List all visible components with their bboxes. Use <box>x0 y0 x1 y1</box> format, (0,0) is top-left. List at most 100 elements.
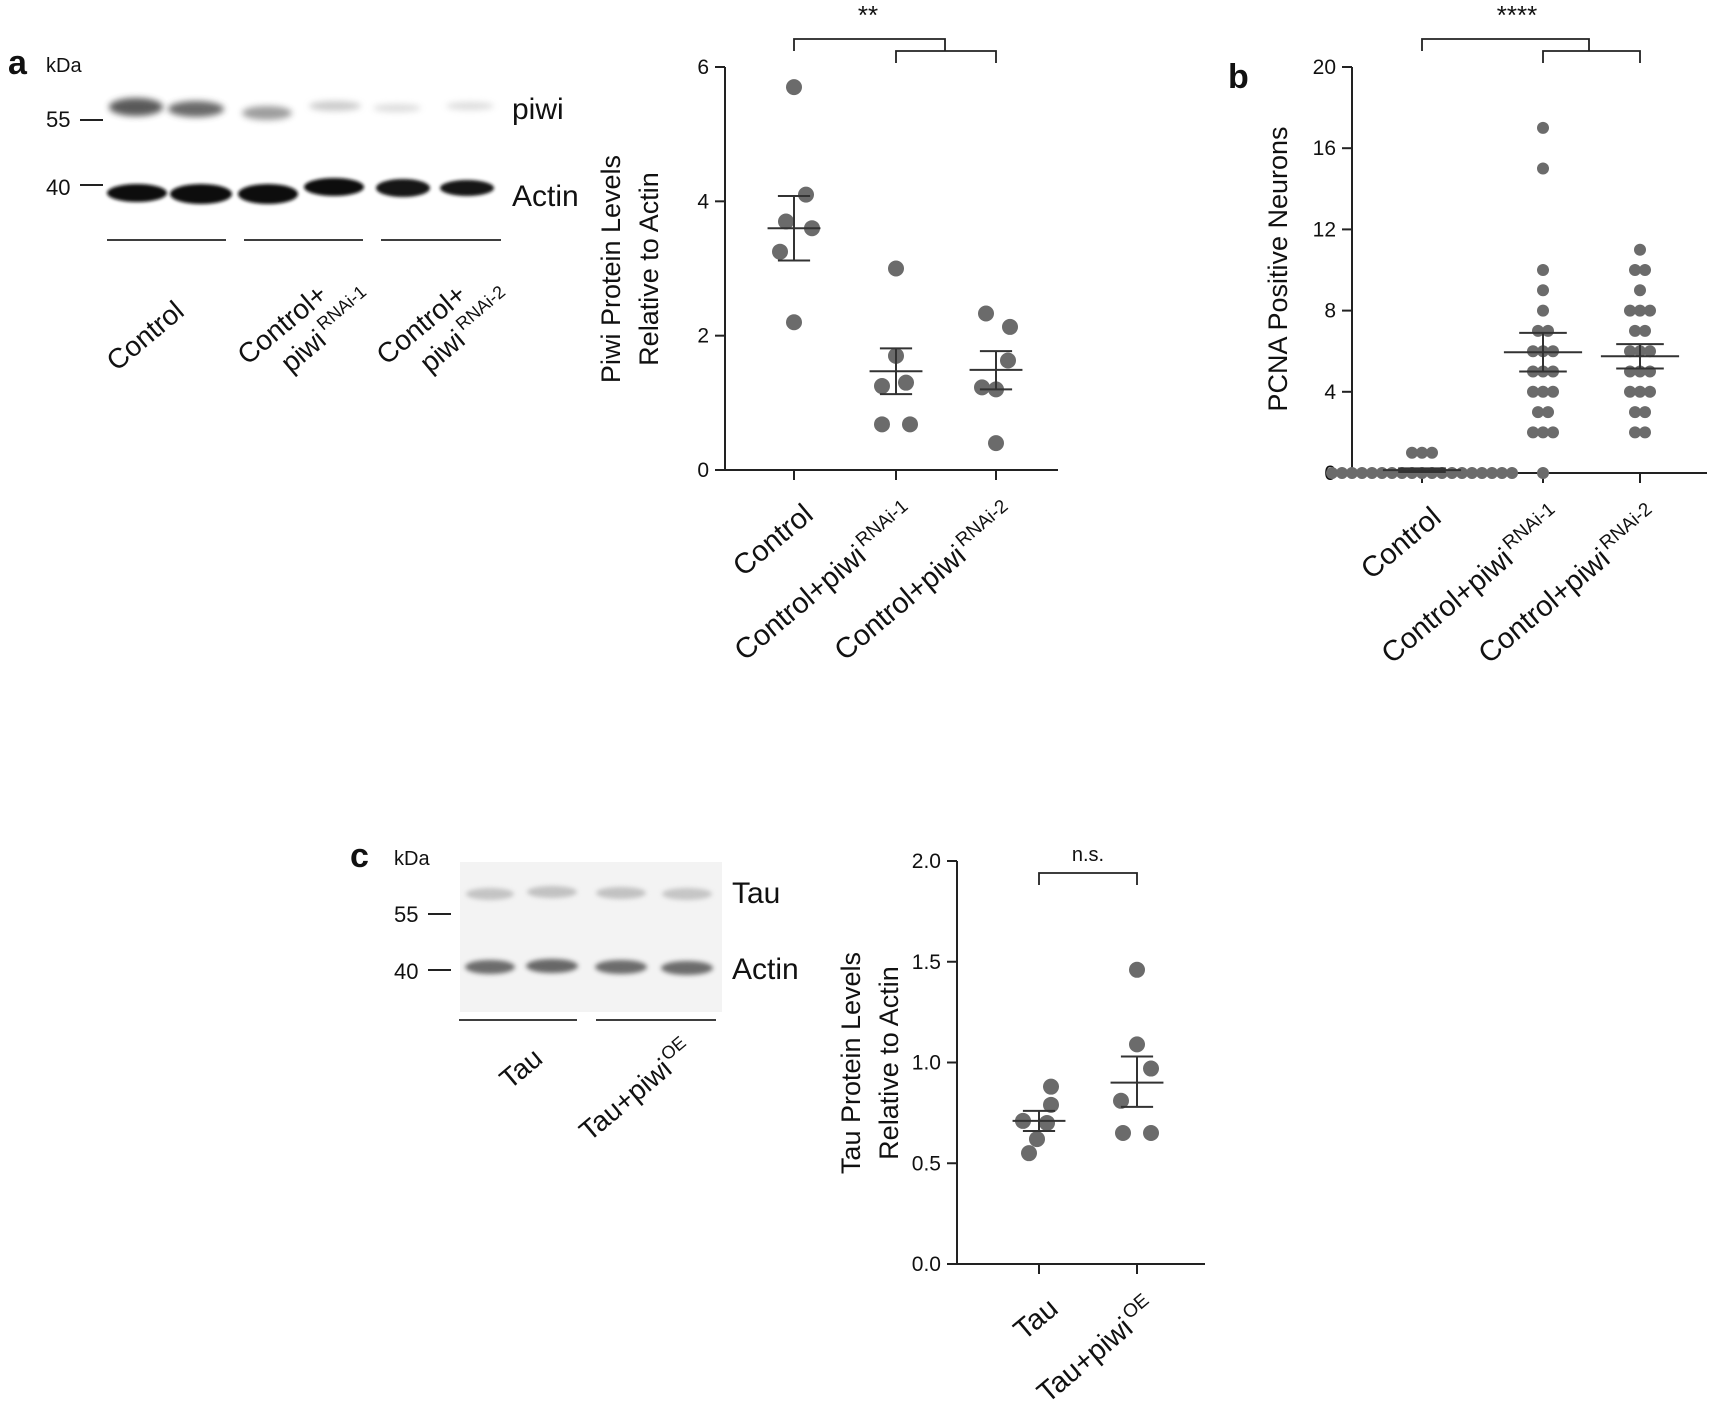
x-category-label-base: Control <box>1355 501 1447 586</box>
y-tick-label: 4 <box>1324 381 1336 404</box>
data-point <box>1406 446 1418 459</box>
data-point <box>778 213 794 230</box>
panel-label-a: a <box>8 44 28 82</box>
data-point <box>1634 385 1646 398</box>
y-tick-label: 20 <box>1313 56 1336 79</box>
blot-c: c kDa 55 40 Tau Actin Tau Tau+piwiOE <box>350 837 799 1147</box>
piwi-band-lane-5 <box>373 104 421 112</box>
data-point <box>1021 1145 1037 1162</box>
data-point <box>1366 467 1378 479</box>
data-point <box>1629 406 1641 419</box>
data-point <box>1043 1078 1059 1095</box>
significance-bracket-inner <box>1542 50 1641 63</box>
data-point <box>978 305 994 322</box>
y-tick-label: 4 <box>697 190 709 213</box>
blot-c-marker-40: 40 <box>394 959 418 984</box>
actin-c-band-lane-3 <box>595 960 647 974</box>
data-point <box>888 260 904 277</box>
data-point <box>1476 467 1488 479</box>
significance-bracket <box>793 38 946 51</box>
data-point <box>1639 264 1651 276</box>
blot-a: a kDa 55 40 piwi Actin <box>8 44 579 379</box>
blot-a-piwi-bands <box>109 98 494 120</box>
x-category-label: Control+piwiRNAi-2 <box>1471 499 1666 670</box>
blot-a-lane-label-2: Control+ piwiRNAi-1 <box>231 278 370 378</box>
tau-band-lane-3 <box>596 887 646 899</box>
y-tick-label: 16 <box>1313 137 1336 160</box>
data-point <box>772 243 788 260</box>
x-category-label: Control <box>1355 501 1447 586</box>
data-point <box>1542 406 1554 419</box>
data-point <box>902 416 918 433</box>
x-category-label: Control+piwiRNAi-2 <box>827 496 1022 667</box>
data-point <box>1644 385 1656 398</box>
blot-a-lane-label-3: Control+ piwiRNAi-2 <box>370 278 509 378</box>
data-point <box>1143 1060 1159 1077</box>
y-tick-label: 0.0 <box>912 1253 941 1276</box>
panel-label-b: b <box>1228 58 1249 96</box>
y-tick-label: 6 <box>697 56 709 79</box>
blot-a-lane-label-1: Control <box>101 295 190 377</box>
data-point <box>1039 1114 1055 1131</box>
data-point <box>786 314 802 331</box>
data-point <box>1000 352 1016 369</box>
significance-label: ** <box>858 0 878 30</box>
chart-c: 0.0 0.5 1.0 1.5 2.0 Tau Protein Levels Relativ… <box>836 844 1205 1409</box>
blot-a-band-label-piwi: piwi <box>512 93 564 126</box>
data-point <box>1115 1125 1131 1142</box>
y-tick-label: 2 <box>697 325 709 348</box>
piwi-band-lane-6 <box>446 102 494 110</box>
data-point <box>874 416 890 433</box>
y-axis-title: Relative to Actin <box>634 172 664 366</box>
data-point <box>1634 284 1646 297</box>
blot-a-band-label-actin: Actin <box>512 180 579 213</box>
data-point <box>1537 121 1549 134</box>
blot-c-tau-bands <box>466 886 712 900</box>
actin-band-lane-6 <box>440 180 494 196</box>
significance-bracket <box>1421 38 1590 51</box>
x-category-label-sup: RNAi-2 <box>1596 499 1656 554</box>
y-axis-title: PCNA Positive Neurons <box>1263 126 1293 411</box>
data-point <box>1356 467 1368 479</box>
blot-a-marker-40: 40 <box>46 175 70 200</box>
data-point <box>1527 385 1539 398</box>
data-point <box>1639 324 1651 337</box>
actin-band-lane-5 <box>376 179 430 197</box>
data-point <box>1496 467 1508 479</box>
blot-c-band-label-actin: Actin <box>732 953 799 986</box>
actin-band-lane-3 <box>238 184 298 204</box>
data-point <box>1644 304 1656 317</box>
actin-c-band-lane-4 <box>661 961 713 975</box>
data-point <box>1639 426 1651 439</box>
data-point <box>1537 162 1549 175</box>
x-category-label: Control+piwiRNAi-1 <box>727 496 922 667</box>
chart-b: 048121620PCNA Positive NeuronsControlCon… <box>1263 0 1707 670</box>
blot-c-membrane <box>460 862 722 1012</box>
blot-c-actin-bands <box>465 959 713 975</box>
data-point <box>1629 426 1641 439</box>
actin-c-band-lane-1 <box>465 960 515 974</box>
x-category-label-base: Tau <box>1008 1292 1064 1347</box>
x-category-label-base: Control <box>727 498 819 583</box>
blot-a-actin-bands <box>107 178 494 204</box>
data-point <box>1129 1036 1145 1053</box>
y-tick-label: 12 <box>1313 218 1336 241</box>
data-point <box>1486 467 1498 479</box>
actin-band-lane-4 <box>304 178 364 196</box>
piwi-band-lane-2 <box>168 101 224 117</box>
x-category-label-sup: RNAi-1 <box>1499 499 1559 554</box>
data-point <box>1537 304 1549 317</box>
y-axis-title: Relative to Actin <box>874 966 904 1160</box>
blot-c-lane-label-1: Tau <box>494 1042 549 1095</box>
piwi-band-lane-3 <box>242 106 292 120</box>
blot-c-lane-label-2: Tau+piwiOE <box>573 1032 689 1147</box>
data-point <box>1547 426 1559 439</box>
actin-band-lane-2 <box>170 184 232 204</box>
data-point <box>1644 345 1656 358</box>
piwi-band-lane-1 <box>109 98 163 116</box>
data-point <box>1029 1131 1045 1148</box>
tau-band-lane-2 <box>527 886 577 898</box>
y-tick-label: 0 <box>697 459 709 482</box>
data-point <box>1426 446 1438 459</box>
